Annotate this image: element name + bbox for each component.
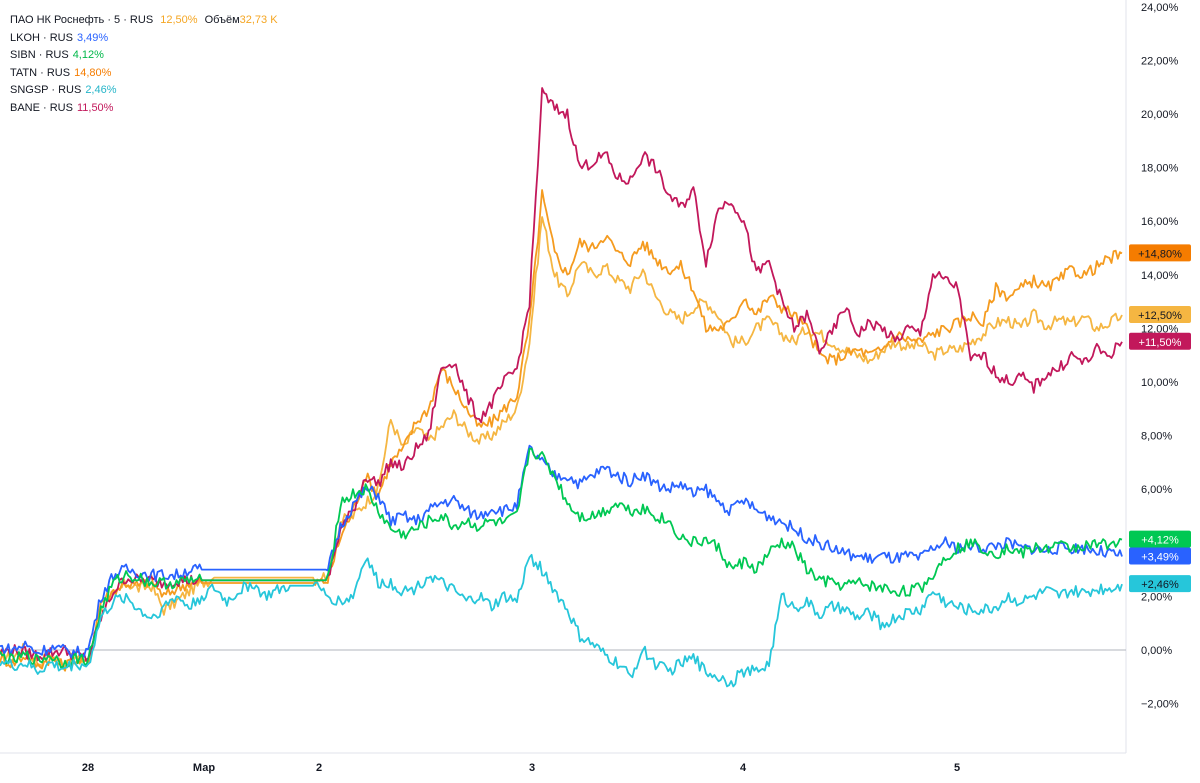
legend-sngsp-value: 2,46% <box>85 84 117 97</box>
y-tick-label: 24,00% <box>1141 2 1179 14</box>
y-tick-label: 12,00% <box>1141 323 1179 335</box>
series-line-пао-нк-роснефть[interactable] <box>0 216 1123 670</box>
legend-row-main[interactable]: ПАО НК Роснефть · 5 · RUS 12,50% Объём32… <box>10 12 278 30</box>
legend-sngsp-name: SNGSP · RUS <box>10 84 82 97</box>
x-tick-label: 3 <box>529 762 535 774</box>
legend-bane-value: 11,50% <box>76 101 114 114</box>
value-badge-sngsp: +2,46% <box>1129 575 1191 593</box>
value-badge-label: +11,50% <box>1139 337 1182 349</box>
legend-row-lkoh[interactable]: LKOH · RUS 3,49% <box>10 30 278 48</box>
legend-row-tatn[interactable]: TATN · RUS 14,80% <box>10 65 278 83</box>
value-badge-label: +12,50% <box>1138 310 1182 322</box>
value-badge-tatn: +14,80% <box>1129 244 1191 262</box>
value-badge-bg <box>1129 547 1191 565</box>
x-tick-label: 28 <box>82 762 94 774</box>
legend: ПАО НК Роснефть · 5 · RUS 12,50% Объём32… <box>10 12 278 118</box>
legend-volume-value: 32,73 K <box>239 14 278 26</box>
y-tick-label: 8,00% <box>1141 431 1172 443</box>
y-tick-label: 2,00% <box>1141 591 1172 603</box>
series-line-tatn[interactable] <box>0 189 1123 672</box>
x-tick-label: 4 <box>740 762 747 774</box>
value-badge-rosn: +12,50% <box>1129 306 1191 323</box>
series-line-bane[interactable] <box>0 87 1123 662</box>
y-tick-label: 14,00% <box>1141 270 1179 282</box>
y-tick-label: −2,00% <box>1141 699 1179 711</box>
x-tick-label: 5 <box>954 762 960 774</box>
legend-bane-name: BANE · RUS <box>10 101 73 114</box>
legend-lkoh-name: LKOH · RUS <box>10 31 73 44</box>
series-line-sibn[interactable] <box>0 447 1123 669</box>
value-badge-bg <box>1129 306 1191 323</box>
legend-main-name: ПАО НК Роснефть · 5 · RUS <box>10 14 154 26</box>
legend-row-sibn[interactable]: SIBN · RUS 4,12% <box>10 47 278 65</box>
y-tick-label: 16,00% <box>1141 216 1179 228</box>
legend-tatn-value: 14,80% <box>74 66 112 79</box>
legend-main-value: 12,50% <box>160 14 198 26</box>
legend-sibn-value: 4,12% <box>72 49 104 62</box>
value-badge-label: +14,80% <box>1138 248 1182 260</box>
legend-sibn-name: SIBN · RUS <box>10 49 69 62</box>
legend-volume-label: Объём <box>204 14 240 26</box>
y-tick-label: 0,00% <box>1141 645 1172 657</box>
value-badge-label: +3,49% <box>1141 551 1179 563</box>
value-badge-bg <box>1129 530 1191 548</box>
y-tick-label: 22,00% <box>1141 55 1179 67</box>
legend-row-bane[interactable]: BANE · RUS 11,50% <box>10 100 278 118</box>
value-badge-bg <box>1129 575 1191 593</box>
value-badge-bg <box>1129 244 1191 262</box>
value-badge-bg <box>1129 332 1191 350</box>
series-line-sngsp[interactable] <box>0 553 1123 688</box>
y-tick-label: 10,00% <box>1141 377 1179 389</box>
value-badge-sibn: +4,12% <box>1129 530 1191 548</box>
value-badge-label: +2,46% <box>1141 579 1179 591</box>
legend-tatn-name: TATN · RUS <box>10 66 71 79</box>
y-tick-label: 20,00% <box>1141 109 1179 121</box>
value-badge-label: +4,12% <box>1141 535 1179 547</box>
x-tick-label: 2 <box>316 762 322 774</box>
y-tick-label: 6,00% <box>1141 484 1172 496</box>
legend-row-sngsp[interactable]: SNGSP · RUS 2,46% <box>10 82 278 100</box>
x-tick-label: Мар <box>193 762 215 774</box>
legend-lkoh-value: 3,49% <box>76 31 109 44</box>
value-badge-bane: +11,50% <box>1129 332 1191 350</box>
value-badge-lkoh: +3,49% <box>1129 547 1191 565</box>
series-line-lkoh[interactable] <box>0 444 1123 659</box>
y-tick-label: 18,00% <box>1141 163 1179 175</box>
